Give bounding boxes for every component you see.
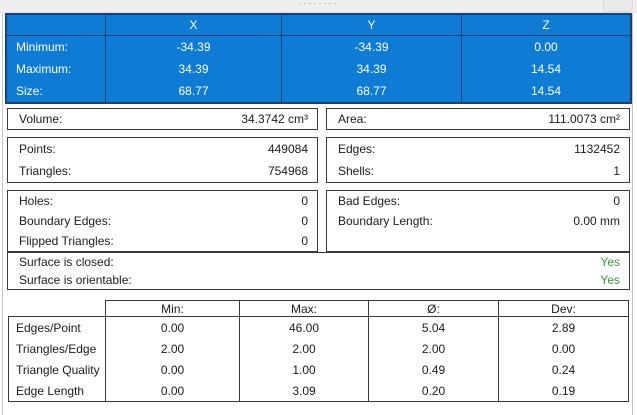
boundary-edges-value: 0 <box>301 214 308 228</box>
surface-flags-box: Surface is closed: Yes Surface is orient… <box>7 252 630 290</box>
points-triangles-box: Points: 449084 Triangles: 754968 <box>7 137 318 183</box>
bbox-header-z: Z <box>461 15 630 36</box>
stats-cell: 0.00 <box>105 316 239 338</box>
triangles-label: Triangles: <box>19 164 72 178</box>
area-label: Area: <box>338 112 367 126</box>
bbox-minimum-label: Minimum: <box>16 40 69 54</box>
surface-orientable-value: Yes <box>600 273 620 287</box>
points-label: Points: <box>19 142 56 156</box>
defects-row: Holes: 0 Boundary Edges: 0 Flipped Trian… <box>7 190 630 252</box>
stats-cell: 0.00 <box>105 359 239 380</box>
bbox-header-y: Y <box>281 15 461 36</box>
bbox-maximum-y: 34.39 <box>281 58 461 80</box>
bad-edges-label: Bad Edges: <box>338 194 401 208</box>
bbox-minimum-x: -34.39 <box>105 36 281 58</box>
edges-label: Edges: <box>338 142 376 156</box>
volume-area-row: Volume: 34.3742 cm³ Area: 111.0073 cm² <box>7 108 630 130</box>
stats-cell: 0.00 <box>105 380 239 402</box>
panel-header-strip: ········ <box>0 0 637 13</box>
stats-cell: 1.00 <box>239 359 368 380</box>
bbox-size-y: 68.77 <box>281 80 461 102</box>
bad-edges-box: Bad Edges: 0 Boundary Length: 0.00 mm <box>326 190 630 252</box>
bbox-minimum-z: 0.00 <box>461 36 630 58</box>
points-value: 449084 <box>267 142 308 156</box>
counts-row: Points: 449084 Triangles: 754968 Edges: … <box>7 137 630 183</box>
shells-label: Shells: <box>338 164 375 178</box>
stats-cell: 0.20 <box>368 380 498 402</box>
bbox-size-x: 68.77 <box>105 80 281 102</box>
stats-cell: 2.89 <box>498 316 629 338</box>
area-value: 111.0073 cm² <box>548 112 620 126</box>
stats-header-max: Max: <box>239 300 368 316</box>
stats-row-label: Triangles/Edge <box>8 338 105 359</box>
bbox-maximum-x: 34.39 <box>105 58 281 80</box>
area-box: Area: 111.0073 cm² <box>326 108 630 130</box>
bbox-size-z: 14.54 <box>461 80 630 102</box>
stats-cell: 0.24 <box>498 359 629 380</box>
edges-shells-box: Edges: 1132452 Shells: 1 <box>326 137 630 183</box>
corner-decoration <box>603 0 633 12</box>
stats-cell: 2.00 <box>239 338 368 359</box>
surface-closed-label: Surface is closed: <box>19 255 114 269</box>
stats-row-label: Triangle Quality <box>8 359 105 380</box>
surface-closed-value: Yes <box>600 255 620 269</box>
bbox-maximum-label: Maximum: <box>16 62 72 76</box>
mesh-quality-table: Min: Max: Ø: Dev: Edges/Point 0.00 46.00… <box>8 300 629 402</box>
splitter-handle-icon[interactable]: ········ <box>298 0 339 8</box>
holes-value: 0 <box>301 194 308 208</box>
stats-header-avg: Ø: <box>368 300 498 316</box>
stats-row-label: Edges/Point <box>8 316 105 338</box>
volume-value: 34.3742 cm³ <box>241 112 308 126</box>
holes-boundary-box: Holes: 0 Boundary Edges: 0 Flipped Trian… <box>7 190 318 252</box>
volume-box: Volume: 34.3742 cm³ <box>7 108 318 130</box>
stats-cell: 46.00 <box>239 316 368 338</box>
stats-header-empty <box>8 300 105 315</box>
stats-cell: 5.04 <box>368 316 498 338</box>
stats-header-min: Min: <box>105 300 239 316</box>
boundary-length-value: 0.00 mm <box>573 214 620 228</box>
stats-cell: 0.00 <box>498 338 629 359</box>
shells-value: 1 <box>613 164 620 178</box>
stats-header-dev: Dev: <box>498 300 629 316</box>
empty-row <box>327 231 629 251</box>
panel-left-border <box>2 0 3 415</box>
boundary-length-label: Boundary Length: <box>338 214 433 228</box>
bbox-header-x: X <box>105 15 281 36</box>
stats-cell: 3.09 <box>239 380 368 402</box>
holes-label: Holes: <box>19 194 54 208</box>
stats-cell: 0.49 <box>368 359 498 380</box>
surface-orientable-label: Surface is orientable: <box>19 273 132 287</box>
bounding-box-table: X Y Z Minimum: -34.39 -34.39 0.00 Maximu… <box>5 13 632 104</box>
volume-label: Volume: <box>19 112 63 126</box>
bbox-header-empty <box>7 15 105 36</box>
triangles-value: 754968 <box>267 164 308 178</box>
boundary-edges-label: Boundary Edges: <box>19 214 112 228</box>
flipped-triangles-value: 0 <box>301 234 308 248</box>
bad-edges-value: 0 <box>613 194 620 208</box>
panel-right-border <box>632 0 633 415</box>
stats-cell: 0.19 <box>498 380 629 402</box>
stats-cell: 2.00 <box>368 338 498 359</box>
bbox-maximum-z: 14.54 <box>461 58 630 80</box>
stats-cell: 2.00 <box>105 338 239 359</box>
edges-value: 1132452 <box>574 142 620 156</box>
bbox-size-label: Size: <box>16 84 43 98</box>
bbox-minimum-y: -34.39 <box>281 36 461 58</box>
flipped-triangles-label: Flipped Triangles: <box>19 234 114 248</box>
stats-row-label: Edge Length <box>8 380 105 402</box>
panel-content: X Y Z Minimum: -34.39 -34.39 0.00 Maximu… <box>0 13 637 402</box>
